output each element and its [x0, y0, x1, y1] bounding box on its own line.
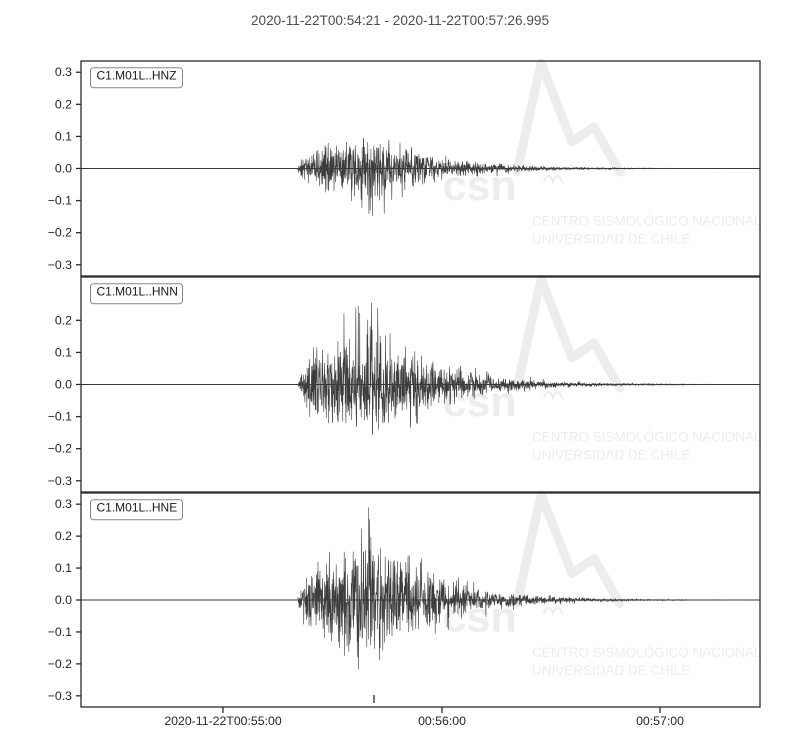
svg-text:−0.1: −0.1: [48, 410, 72, 424]
svg-text:−0.2: −0.2: [48, 442, 72, 456]
svg-text:−0.1: −0.1: [48, 194, 72, 208]
svg-text:−0.3: −0.3: [48, 474, 72, 488]
svg-text:UNIVERSIDAD DE CHILE: UNIVERSIDAD DE CHILE: [532, 448, 690, 463]
svg-text:2020-11-22T00:55:00: 2020-11-22T00:55:00: [164, 714, 282, 728]
svg-text:−0.3: −0.3: [48, 689, 72, 703]
svg-text:CENTRO SISMOLÓGICO NACIONAL: CENTRO SISMOLÓGICO NACIONAL: [532, 645, 762, 660]
svg-text:0.3: 0.3: [55, 497, 72, 511]
svg-text:00:56:00: 00:56:00: [418, 714, 466, 728]
svg-text:0.2: 0.2: [55, 97, 72, 111]
svg-text:−0.2: −0.2: [48, 657, 72, 671]
svg-text:−0.3: −0.3: [48, 258, 72, 272]
svg-text:C1.M01L..HNZ: C1.M01L..HNZ: [97, 68, 177, 82]
svg-text:0.0: 0.0: [55, 162, 72, 176]
svg-text:UNIVERSIDAD DE CHILE: UNIVERSIDAD DE CHILE: [532, 232, 690, 247]
svg-text:CENTRO SISMOLÓGICO NACIONAL: CENTRO SISMOLÓGICO NACIONAL: [532, 214, 762, 229]
svg-text:C1.M01L..HNN: C1.M01L..HNN: [97, 284, 178, 298]
svg-text:0.0: 0.0: [55, 378, 72, 392]
svg-text:C1.M01L..HNE: C1.M01L..HNE: [97, 500, 178, 514]
svg-text:0.1: 0.1: [55, 129, 72, 143]
svg-text:00:57:00: 00:57:00: [636, 714, 684, 728]
svg-text:0.2: 0.2: [55, 313, 72, 327]
svg-text:0.2: 0.2: [55, 529, 72, 543]
svg-text:0.3: 0.3: [55, 65, 72, 79]
svg-text:0.1: 0.1: [55, 345, 72, 359]
svg-text:UNIVERSIDAD DE CHILE: UNIVERSIDAD DE CHILE: [532, 663, 690, 678]
svg-text:0.1: 0.1: [55, 561, 72, 575]
svg-text:0.0: 0.0: [55, 593, 72, 607]
svg-text:−0.2: −0.2: [48, 226, 72, 240]
svg-text:−0.1: −0.1: [48, 625, 72, 639]
svg-text:CENTRO SISMOLÓGICO NACIONAL: CENTRO SISMOLÓGICO NACIONAL: [532, 430, 762, 445]
